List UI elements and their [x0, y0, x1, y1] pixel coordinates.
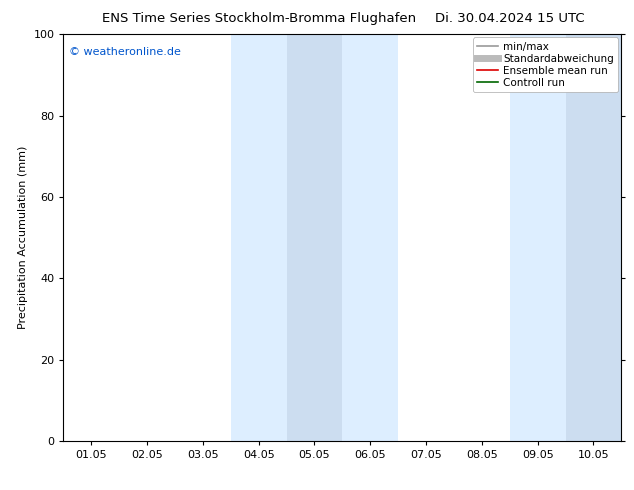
- Bar: [231, 34, 287, 441]
- Bar: [510, 34, 566, 441]
- Text: Di. 30.04.2024 15 UTC: Di. 30.04.2024 15 UTC: [435, 12, 585, 25]
- Bar: [287, 34, 342, 441]
- Legend: min/max, Standardabweichung, Ensemble mean run, Controll run: min/max, Standardabweichung, Ensemble me…: [473, 37, 618, 92]
- Bar: [566, 34, 621, 441]
- Text: ENS Time Series Stockholm-Bromma Flughafen: ENS Time Series Stockholm-Bromma Flughaf…: [101, 12, 416, 25]
- Text: © weatheronline.de: © weatheronline.de: [69, 47, 181, 56]
- Y-axis label: Precipitation Accumulation (mm): Precipitation Accumulation (mm): [18, 146, 28, 329]
- Bar: [342, 34, 398, 441]
